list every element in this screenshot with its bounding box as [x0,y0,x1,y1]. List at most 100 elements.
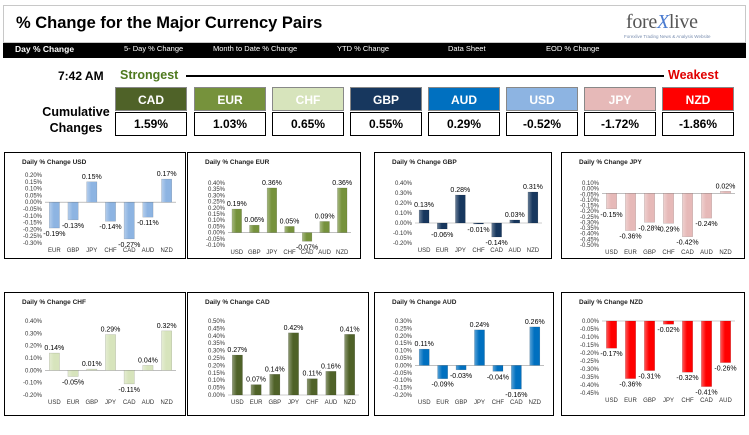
y-tick-label: -0.40% [580,383,600,389]
currency-cumulative-value: 0.65% [272,112,344,136]
tab-month-to-date-change[interactable]: Month to Date % Change [213,44,298,53]
y-tick-label: -0.20% [393,241,413,247]
data-label: 0.04% [138,357,158,364]
page-title: % Change for the Major Currency Pairs [16,14,323,32]
tab-eod-change[interactable]: EOD % Change [546,44,600,53]
y-tick-label: 0.00% [395,221,413,227]
y-tick-label: -0.20% [580,209,600,215]
y-tick-label: 0.10% [208,218,226,224]
x-category-label: CHF [306,400,319,406]
data-label: 0.03% [505,212,525,219]
x-category-label: USD [48,400,61,406]
y-tick-label: -0.35% [580,226,600,232]
data-label: -0.24% [695,221,717,228]
y-tick-label: 0.05% [395,356,413,362]
data-label: 0.14% [44,345,64,352]
bar-gbp [644,320,655,371]
y-tick-label: 0.35% [208,341,226,347]
x-category-label: CAD [123,400,136,406]
bar-nzd [344,334,355,396]
chart-title: Daily % Change USD [22,159,87,166]
y-tick-label: -0.45% [580,391,600,397]
bar-nzd [161,178,172,203]
x-category-label: NZD [529,400,542,406]
bar-aud [142,365,154,371]
bar-chf [663,193,674,224]
data-label: -0.01% [467,227,489,234]
bar-aud [701,193,712,219]
y-tick-label: -0.25% [23,234,43,240]
currency-code: USD [506,87,578,111]
y-tick-label: -0.05% [580,192,600,198]
y-tick-label: 0.15% [208,371,226,377]
logo-tagline: Forexlive Trading News & Analysis Websit… [624,34,711,39]
currency-code: EUR [194,87,266,111]
currency-box-gbp: GBP 0.55% [350,87,422,136]
bar-chf [682,320,693,373]
x-category-label: GBP [455,400,468,406]
forexlive-logo[interactable]: foreXlive Forexlive Trading News & Analy… [620,11,738,41]
bar-jpy [266,187,277,233]
y-tick-label: 0.30% [25,331,43,337]
y-tick-label: -0.05% [206,237,226,243]
y-tick-label: -0.10% [580,335,600,341]
x-category-label: AUD [700,250,713,256]
y-tick-label: -0.30% [580,367,600,373]
data-label: -0.07% [296,244,318,251]
data-label: 0.07% [246,377,266,384]
data-label: 0.11% [415,341,434,348]
currency-cumulative-value: -0.52% [506,112,578,136]
y-tick-label: -0.20% [393,393,413,399]
y-tick-label: 0.00% [395,363,413,369]
chart-title: Daily % Change NZD [579,299,643,306]
tab-ytd-change[interactable]: YTD % Change [337,44,390,53]
data-label: 0.11% [303,371,322,378]
data-label: 0.29% [101,327,121,334]
y-tick-label: -0.30% [23,241,43,247]
data-label: 0.14% [265,366,285,373]
data-label: -0.28% [638,225,660,232]
y-tick-label: 0.10% [395,211,413,217]
bar-chart-aud: 0.30%0.25% 0.20%0.15% 0.10%0.05%0.00% -0.05… [393,319,545,406]
bar-chf [284,226,295,233]
data-label: 0.15% [82,174,102,181]
data-label: 0.05% [280,218,300,225]
x-category-label: GBP [643,398,656,404]
strength-scale-line [186,75,664,77]
y-tick-label: 0.10% [25,187,43,193]
bar-jpy [455,194,466,224]
x-category-label: EUR [436,400,449,406]
bar-chf [473,222,484,225]
bar-gbp [86,368,98,371]
bar-eur [625,320,636,379]
y-tick-label: -0.20% [580,351,600,357]
x-category-label: NZD [719,250,732,256]
y-tick-label: 0.40% [208,334,226,340]
bar-nzd [527,191,539,224]
x-category-label: CHF [662,250,675,256]
x-category-label: AUD [318,250,331,256]
x-category-label: JPY [105,400,116,406]
y-tick-label: 0.20% [25,344,43,350]
x-category-label: JPY [474,400,485,406]
bar-chart-nzd: 0.00% -0.05% -0.10% -0.15% -0.20% -0.25% -0.30… [580,319,737,404]
data-label: -0.27% [118,242,140,249]
tab-data-sheet[interactable]: Data Sheet [448,44,486,53]
x-category-label: AUD [719,398,732,404]
y-tick-label: -0.45% [580,237,600,243]
data-label: 0.32% [157,323,177,330]
tab-day-change[interactable]: Day % Change [15,44,75,54]
y-tick-label: 0.30% [395,191,413,197]
bar-chf [105,202,116,222]
data-label: 0.26% [525,319,545,326]
tab-5-day-change[interactable]: 5- Day % Change [124,44,184,53]
bar-jpy [288,332,299,396]
bar-chart-gbp: 0.40% 0.30% 0.20% 0.10% 0.00% -0.10% -0.20% 0.1… [393,181,543,254]
bar-nzd [337,187,348,233]
data-label: 0.42% [284,325,304,332]
y-tick-label: -0.20% [23,227,43,233]
data-label: 0.28% [450,187,470,194]
data-label: 0.19% [227,201,247,208]
y-tick-label: 0.00% [25,200,43,206]
x-category-label: CHF [472,248,485,254]
